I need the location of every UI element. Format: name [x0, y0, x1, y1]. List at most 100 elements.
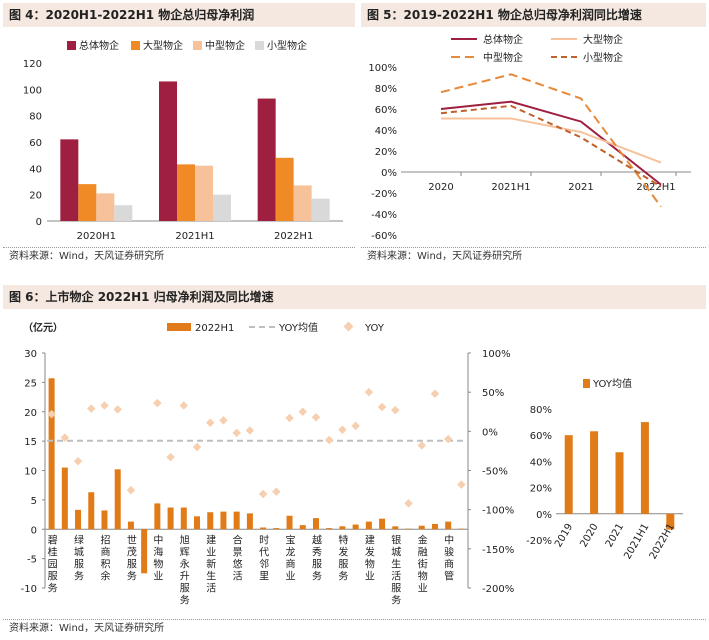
figure-6-title: 图 6：上市物企 2022H1 归母净利润及同比增速 — [3, 285, 706, 309]
figure-5-panel: 图 5：2019-2022H1 物企总归母净利润同比增速 100% 80% 60% 4… — [361, 3, 706, 265]
bar-0 — [48, 378, 55, 530]
y-left-tick-label-0: -10 — [21, 584, 37, 595]
series-line-3 — [440, 104, 662, 188]
figure-5-title: 图 5：2019-2022H1 物企总归母净利润同比增速 — [361, 3, 706, 27]
x-tick-label-3: 2022H1 — [636, 182, 675, 193]
y-right-tick-label-0: 100% — [482, 349, 511, 360]
figure-6-chart: （亿元） 2022H1 YOY均值 YOY -10 -5 0 5 10 15 20 25 30 100% 5… — [21, 321, 683, 606]
inset-x-tick-label-0: 2019 — [553, 522, 575, 550]
yoy-marker-4 — [100, 401, 109, 410]
bar-26 — [392, 526, 399, 530]
y-left-tick-label-1: -5 — [27, 555, 37, 566]
category-label-9: 宝龙商业 — [286, 533, 296, 582]
legend-swatch-3 — [255, 41, 264, 50]
yoy-marker-11 — [192, 442, 202, 452]
bar-21 — [326, 528, 333, 530]
legend-label-0: 总体物企 — [79, 39, 119, 52]
category-label-1: 绿城服务 — [74, 533, 84, 582]
bar-30 — [445, 521, 452, 530]
bar-11 — [194, 516, 201, 530]
figure-4-chart: 0 20 40 60 80 100 120 总体物企 大型物企 中型物企 小型物企 2020H1 202… — [23, 39, 343, 242]
y-left-tick-label-6: 20 — [24, 408, 37, 419]
bar-19 — [299, 525, 306, 530]
yoy-marker-16 — [258, 489, 268, 499]
yoy-marker-31 — [457, 480, 466, 489]
bar-25 — [379, 518, 386, 530]
bar-28 — [418, 525, 425, 530]
yoy-marker-25 — [377, 402, 387, 412]
bar-1-0 — [159, 81, 177, 221]
y-left-tick-label-3: 5 — [31, 496, 37, 507]
bar-5 — [114, 469, 121, 530]
y-tick-label-5: 100 — [23, 85, 42, 96]
legend-swatch-bar — [167, 323, 191, 331]
bar-9 — [167, 507, 174, 530]
bar-1 — [61, 467, 68, 530]
y-tick-label-5: 0% — [381, 168, 397, 179]
bar-2 — [75, 509, 82, 530]
bar-18 — [286, 515, 293, 530]
category-label-14: 金融街物业 — [418, 533, 428, 594]
x-tick-label-2: 2022H1 — [274, 231, 313, 242]
bar-0-0 — [60, 139, 79, 221]
legend-marker-yoy — [343, 321, 354, 332]
category-label-7: 合景悠活 — [233, 533, 243, 582]
bar-2-2 — [293, 185, 312, 221]
bar-4 — [101, 510, 108, 530]
yoy-marker-8 — [153, 398, 162, 408]
y-right-tick-label-4: -100% — [482, 506, 514, 517]
legend-swatch-1 — [131, 41, 140, 50]
y-tick-label-4: 20% — [375, 147, 397, 158]
y-tick-label-2: 60% — [375, 105, 397, 116]
bar-1-2 — [195, 165, 213, 221]
bar-31 — [458, 528, 465, 530]
yoy-marker-3 — [87, 404, 96, 413]
inset-bar-0 — [564, 435, 573, 514]
inset-y-tick-label-4: 0% — [536, 510, 552, 521]
yoy-marker-21 — [324, 435, 334, 445]
yoy-marker-17 — [272, 487, 281, 496]
category-label-5: 旭辉永升服务 — [180, 534, 190, 606]
figure-5-source: 资料来源：Wind，天风证券研究所 — [361, 247, 706, 265]
y-right-tick-label-6: -200% — [482, 584, 514, 595]
inset-x-tick-label-1: 2020 — [578, 522, 600, 550]
legend-label-2: 中型物企 — [483, 51, 523, 64]
yoy-marker-13 — [219, 416, 228, 425]
legend-label-bar: 2022H1 — [195, 323, 234, 334]
y-tick-label-0: 100% — [368, 63, 397, 74]
category-label-13: 银城生活服务 — [391, 533, 401, 606]
bar-2-1 — [275, 157, 294, 221]
figure-5-chart: 100% 80% 60% 40% 20% 0% -20% -40% -60% 2020 2021H1… — [368, 33, 691, 242]
inset-y-tick-label-5: -20% — [526, 536, 552, 547]
x-tick-label-1: 2021H1 — [491, 182, 530, 193]
bar-22 — [339, 526, 346, 530]
bar-17 — [273, 528, 280, 530]
y-right-tick-label-1: 50% — [482, 388, 504, 399]
legend-swatch-0 — [67, 41, 76, 50]
y-left-tick-label-8: 30 — [24, 349, 37, 360]
bar-13 — [220, 511, 227, 530]
yoy-marker-29 — [430, 389, 440, 398]
category-label-2: 招商积余 — [100, 533, 110, 582]
yoy-marker-20 — [311, 412, 321, 422]
y-tick-label-8: -60% — [371, 231, 397, 242]
figure-4-source: 资料来源：Wind，天风证券研究所 — [3, 247, 355, 265]
y-tick-label-2: 40 — [29, 164, 42, 175]
bar-7 — [141, 529, 148, 574]
legend-label-yoy: YOY — [364, 323, 385, 334]
bar-1-1 — [177, 164, 195, 221]
y-tick-label-6: -20% — [371, 189, 397, 200]
yoy-marker-10 — [179, 401, 189, 410]
yoy-marker-23 — [351, 421, 360, 431]
legend-label-3: 小型物企 — [583, 51, 623, 64]
bar-1-3 — [213, 194, 231, 221]
category-label-4: 中海物业 — [153, 533, 163, 582]
inset-x-tick-label-2: 2021 — [604, 522, 626, 550]
yoy-marker-30 — [443, 434, 453, 444]
x-tick-label-0: 2020 — [428, 182, 453, 193]
y-right-tick-label-3: -50% — [482, 467, 508, 478]
y-left-tick-label-4: 10 — [24, 467, 37, 478]
legend-label-0: 总体物企 — [483, 33, 523, 46]
legend-label-1: 大型物企 — [583, 33, 623, 46]
x-tick-label-1: 2021H1 — [175, 231, 214, 242]
